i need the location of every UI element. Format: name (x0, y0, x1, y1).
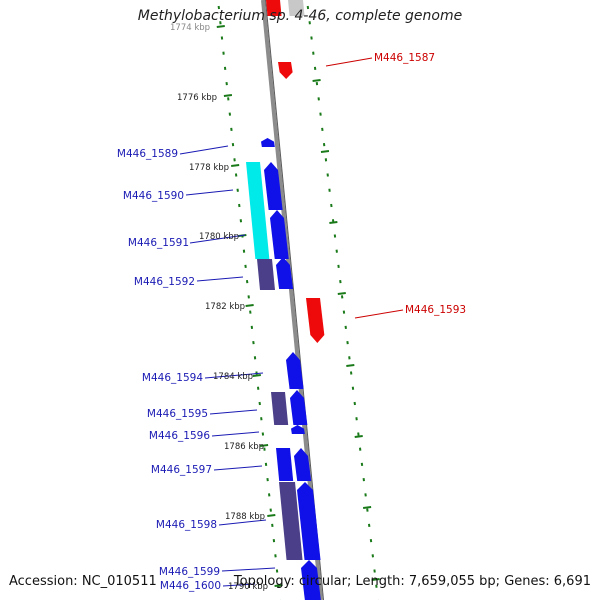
ruler-labels: 1774 kbp 1776 kbp 1778 kbp 1780 kbp 1782 kbp… (170, 23, 268, 592)
gene-gray-partial[interactable] (288, 0, 305, 16)
gene-label[interactable]: M446_1595 (147, 408, 208, 420)
gene-label[interactable]: M446_1593 (405, 304, 466, 316)
gene-m446-1598-slate[interactable] (279, 482, 303, 560)
outer-ruler (306, 5, 380, 600)
gene-m446-1591[interactable] (270, 210, 289, 259)
outer-ruler-major-tick (320, 150, 330, 153)
gene-label[interactable]: M446_1600 (160, 580, 221, 592)
ruler-label: 1778 kbp (189, 163, 229, 173)
gene-m446-1587[interactable] (278, 62, 293, 79)
gene-label[interactable]: M446_1597 (151, 464, 212, 476)
inner-ruler-major-tick (245, 304, 254, 307)
accession-text: Accession: NC_010511 (9, 574, 157, 589)
gene-m446-1594[interactable] (286, 352, 304, 389)
ruler-label: 1774 kbp (170, 23, 210, 33)
label-connectors (179, 57, 404, 587)
outer-ruler-major-tick (337, 292, 346, 295)
gene-label[interactable]: M446_1590 (123, 190, 184, 202)
gene-m446-1597b[interactable] (294, 448, 312, 481)
label-connector (354, 309, 404, 319)
map-title: Methylobacterium sp. 4-46, complete geno… (137, 8, 463, 24)
length-text: Length: 7,659,055 bp (355, 574, 496, 589)
gene-m446-1590[interactable] (264, 162, 283, 210)
gene-label[interactable]: M446_1596 (149, 430, 210, 442)
label-connector (213, 465, 263, 471)
ruler-label: 1786 kbp (224, 442, 264, 452)
label-connector (185, 189, 234, 196)
gene-count-text: Genes: 6,691 (504, 574, 591, 589)
inner-ruler-major-tick (274, 584, 283, 587)
ruler-label: 1782 kbp (205, 302, 245, 312)
gene-label[interactable]: M446_1594 (142, 372, 203, 384)
inner-ruler-major-tick (252, 374, 261, 377)
label-connector (196, 276, 244, 282)
ruler-label: 1780 kbp (199, 232, 239, 242)
gene-m446-1595-slate[interactable] (271, 392, 289, 425)
gene-m446-1592-slate[interactable] (257, 259, 275, 290)
gene-layer (246, 0, 325, 600)
label-connector (189, 234, 246, 244)
gene-m446-1593[interactable] (306, 298, 325, 343)
ruler-label: 1790 kbp (228, 582, 268, 592)
outer-ruler-major-tick (346, 364, 355, 367)
label-connector (221, 567, 276, 572)
inner-ruler-major-tick (231, 164, 240, 167)
label-connector (179, 145, 229, 155)
label-connector (211, 431, 260, 437)
genome-stats: Topology: circular; Length: 7,659,055 bp… (233, 574, 591, 589)
gene-label[interactable]: M446_1591 (128, 237, 189, 249)
gene-m446-1589[interactable] (261, 138, 275, 147)
label-connector (218, 519, 267, 526)
outer-ruler-major-tick (329, 221, 338, 224)
gene-label[interactable]: M446_1599 (159, 566, 220, 578)
inner-ruler-major-tick (216, 25, 225, 28)
gene-label[interactable]: M446_1589 (117, 148, 178, 160)
gene-m446-1597[interactable] (276, 448, 294, 481)
gene-label[interactable]: M446_1592 (134, 276, 195, 288)
ruler-label: 1784 kbp (213, 372, 253, 382)
gene-labels: M446_1587 M446_1589 M446_1590 M446_1591 M446… (117, 52, 466, 592)
gene-label[interactable]: M446_1587 (374, 52, 435, 64)
gene-m446-1595[interactable] (290, 390, 308, 425)
gene-m446-1598[interactable] (297, 482, 321, 560)
label-connector (222, 583, 256, 587)
inner-ruler-major-tick (259, 444, 269, 447)
label-connector (325, 57, 373, 67)
inner-ruler-major-tick (267, 514, 276, 517)
label-connector (209, 409, 258, 415)
inner-ruler-major-tick (223, 94, 233, 97)
outer-ruler-major-tick (312, 79, 321, 82)
topology-text: Topology: circular (233, 574, 347, 589)
gene-m446-1596[interactable] (291, 425, 305, 434)
outer-ruler-major-tick (371, 578, 380, 581)
gene-m446-1599[interactable] (301, 560, 321, 600)
gene-m446-1592[interactable] (276, 257, 294, 289)
label-connector (204, 372, 264, 379)
outer-ruler-major-tick (354, 435, 363, 438)
gene-m446-1590-cyan[interactable] (246, 162, 270, 259)
gene-reverse-partial[interactable] (266, 0, 282, 16)
inner-ruler (216, 5, 283, 600)
outer-ruler-major-tick (362, 506, 372, 509)
gene-label[interactable]: M446_1598 (156, 519, 217, 531)
ruler-label: 1788 kbp (225, 512, 265, 522)
ruler-label: 1776 kbp (177, 93, 217, 103)
